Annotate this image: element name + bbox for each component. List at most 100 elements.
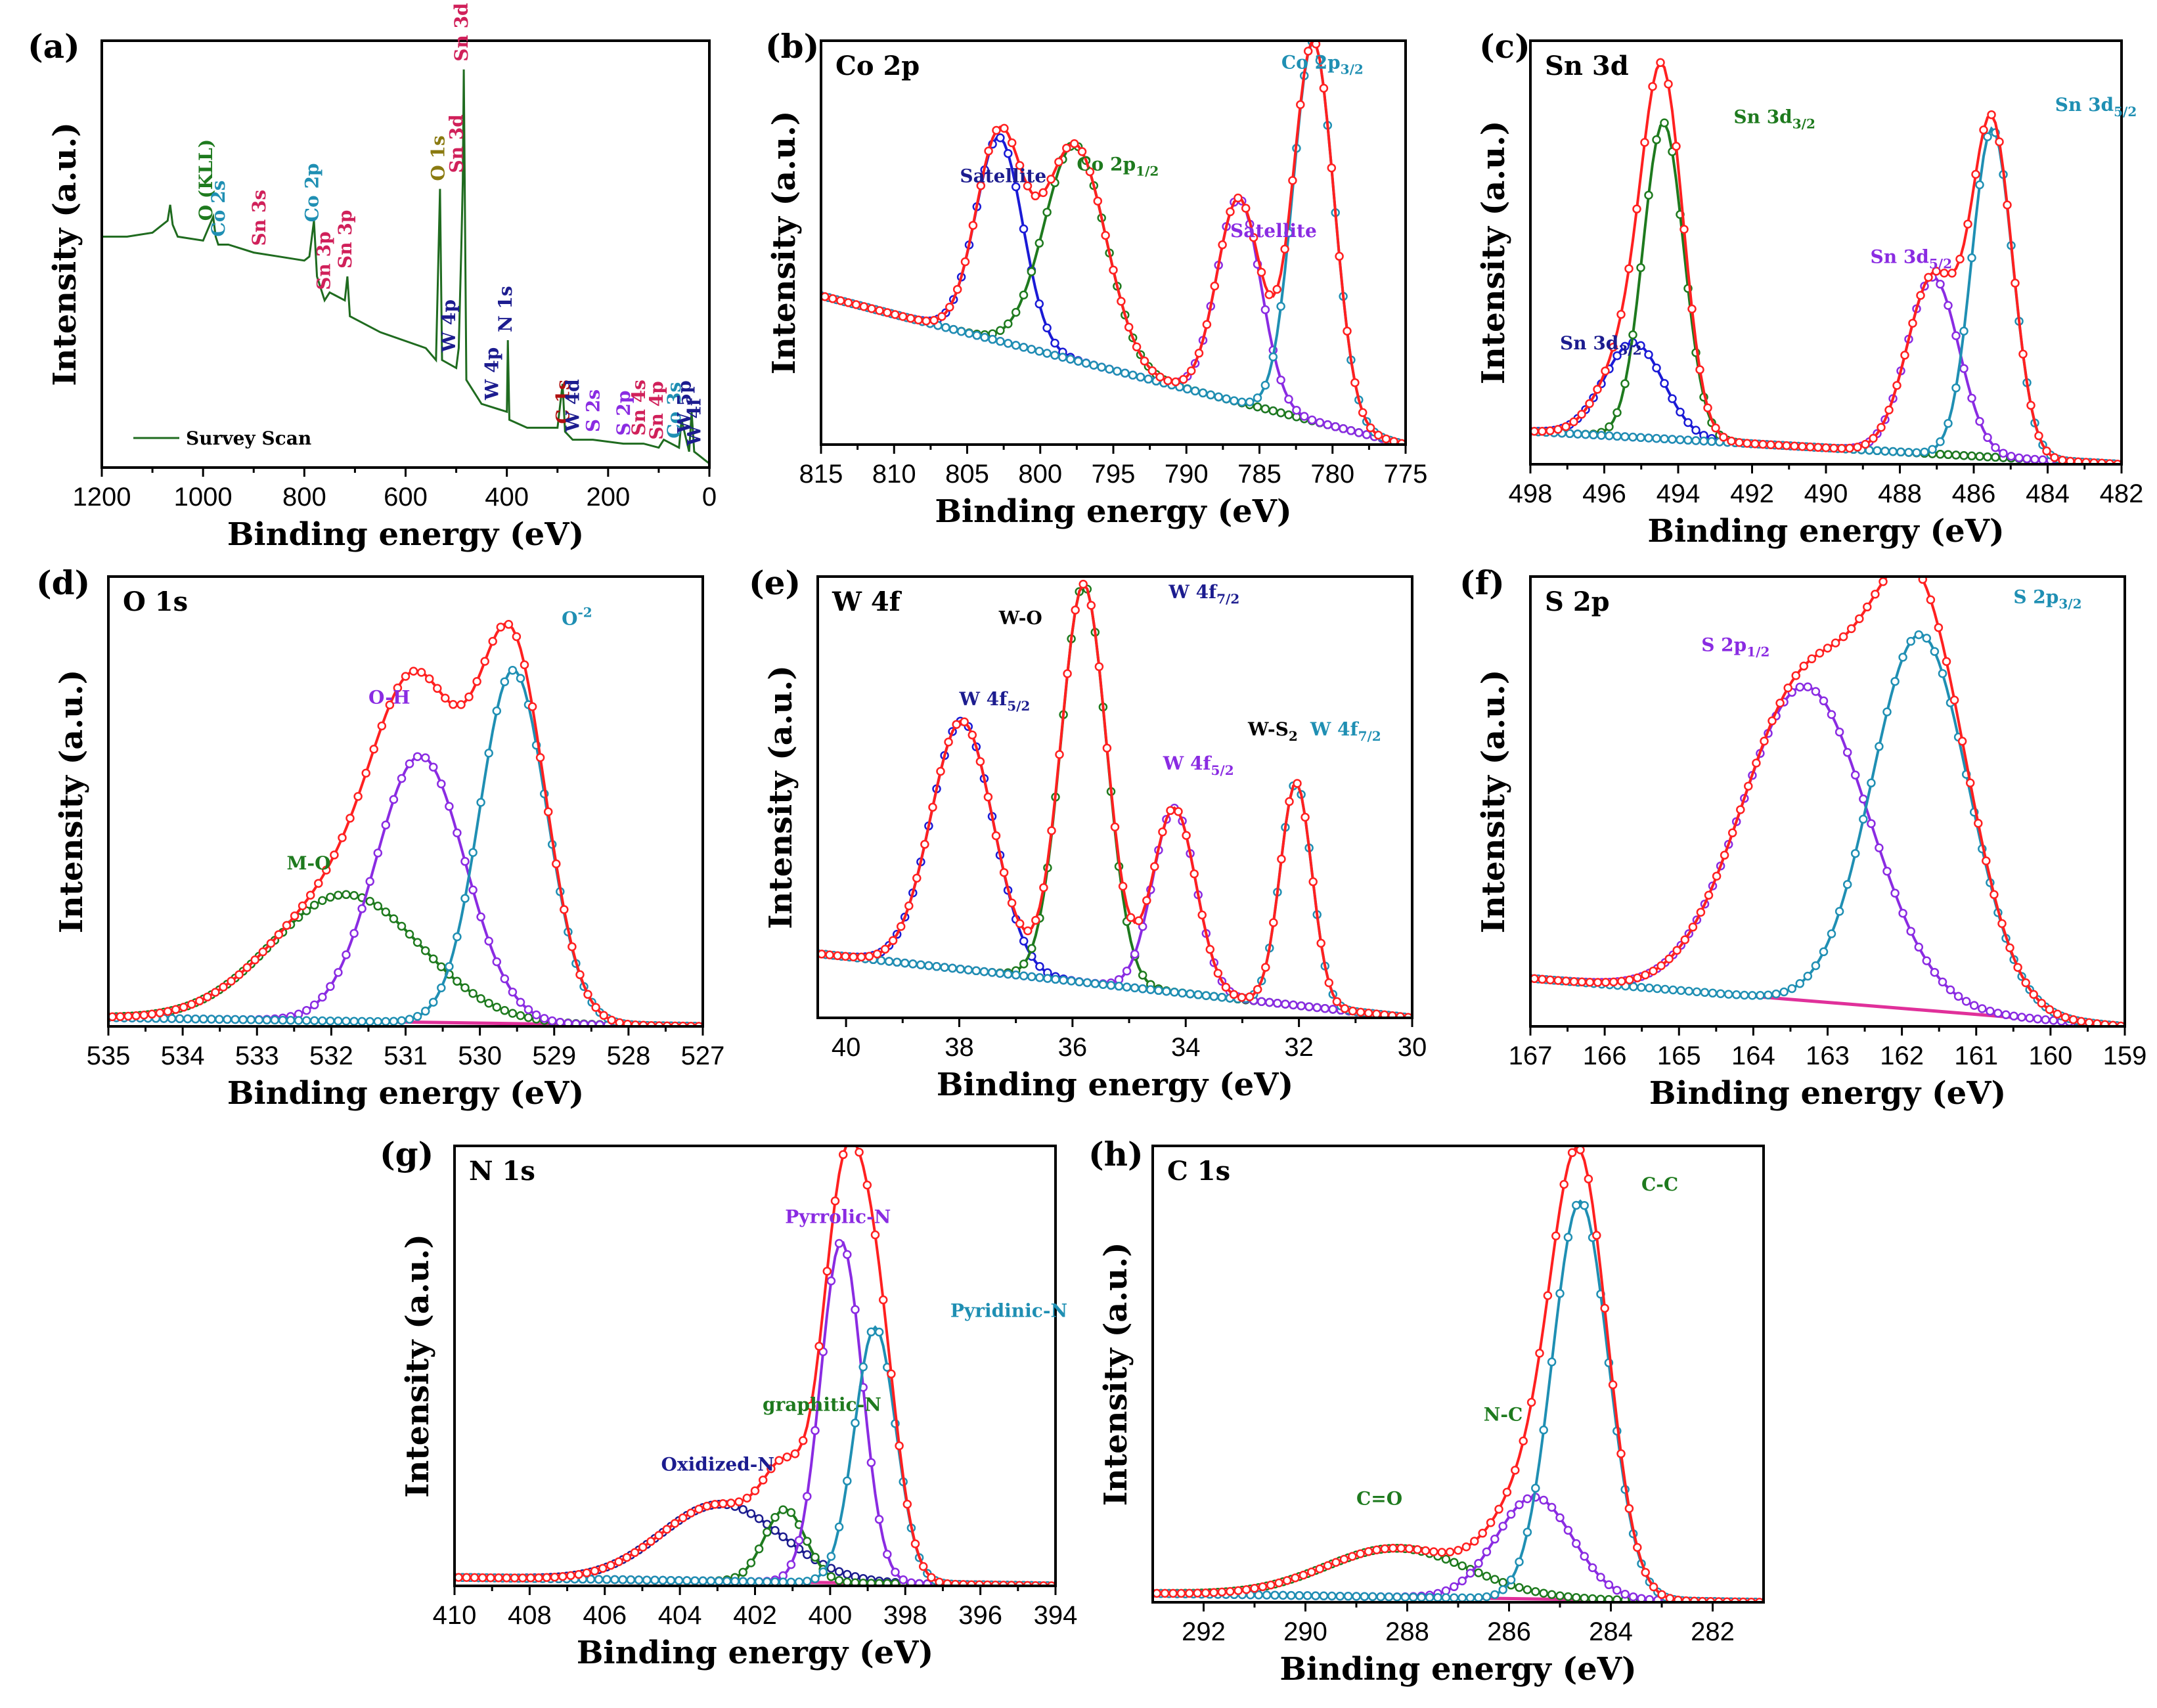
envelope-marker	[1249, 232, 1258, 242]
component-marker	[183, 1014, 192, 1024]
component-marker	[1482, 1592, 1492, 1601]
x-tick-label: 484	[2026, 479, 2070, 508]
component-marker	[1302, 1591, 1312, 1600]
envelope-marker	[1648, 81, 1657, 91]
envelope-marker	[1695, 365, 1704, 374]
component-marker	[318, 896, 327, 906]
component-marker	[1896, 447, 1905, 457]
component-marker	[1959, 326, 1968, 336]
envelope-marker	[2037, 998, 2047, 1008]
component-marker	[843, 1577, 852, 1585]
envelope-marker	[1869, 433, 1878, 443]
envelope-marker	[266, 938, 276, 948]
envelope-marker	[512, 632, 522, 642]
envelope-marker	[1124, 322, 1134, 332]
component-marker	[1563, 1592, 1573, 1601]
component-marker	[1376, 1592, 1385, 1601]
envelope-marker	[1316, 938, 1325, 948]
x-tick-label: 402	[733, 1601, 777, 1630]
envelope-marker	[999, 867, 1009, 877]
peak-label: Sn 3d3/2	[1560, 332, 1642, 358]
peak-label: W 4f7/2	[1310, 718, 1381, 744]
component-marker	[1620, 341, 1630, 351]
envelope-marker	[1863, 602, 1872, 612]
component-marker	[1276, 375, 1285, 385]
component-marker	[1731, 990, 1741, 999]
component-marker	[1605, 422, 1614, 431]
envelope-marker	[1791, 671, 1800, 680]
component-marker	[941, 322, 950, 332]
component-marker	[1292, 405, 1301, 415]
envelope-marker	[1790, 441, 1799, 451]
component-marker	[1961, 997, 1971, 1006]
component-marker	[1612, 431, 1622, 441]
envelope-marker	[1421, 1546, 1431, 1556]
component-marker	[1043, 974, 1052, 983]
component-marker	[1967, 393, 1976, 403]
component-marker	[492, 706, 502, 716]
component-marker	[900, 958, 910, 968]
envelope-marker	[1551, 1231, 1561, 1240]
envelope-marker	[1372, 1545, 1381, 1554]
envelope-marker	[1241, 1585, 1251, 1594]
envelope-marker	[1339, 1554, 1349, 1564]
component-marker	[1384, 1592, 1394, 1601]
envelope-marker	[543, 807, 553, 816]
component-marker	[500, 677, 510, 686]
component-marker	[1637, 1594, 1646, 1601]
component-marker	[420, 753, 430, 762]
envelope-marker	[1641, 970, 1650, 980]
envelope-marker	[424, 674, 434, 684]
component-marker	[1867, 819, 1876, 828]
component-marker	[1620, 379, 1630, 389]
component-marker	[666, 1575, 676, 1585]
envelope-marker	[1926, 595, 1936, 605]
component-marker	[1692, 987, 1702, 997]
component-marker	[1740, 990, 1749, 1000]
envelope-marker	[1047, 826, 1056, 835]
y-axis-label: Intensity (a.u.)	[766, 111, 803, 375]
envelope-marker	[1494, 1504, 1503, 1514]
component-marker	[1975, 180, 1984, 190]
envelope-marker	[1140, 357, 1149, 366]
component-marker	[342, 950, 351, 959]
component-marker	[763, 1577, 772, 1585]
envelope-marker	[1085, 167, 1095, 177]
component-marker	[1983, 132, 1992, 141]
envelope-marker	[1094, 662, 1104, 671]
envelope-marker	[470, 1573, 479, 1583]
envelope-marker	[1327, 163, 1337, 173]
component-marker	[309, 1000, 319, 1010]
envelope-marker	[833, 951, 842, 961]
component-marker	[770, 1577, 780, 1585]
component-marker	[1362, 430, 1371, 439]
envelope-marker	[1250, 1583, 1259, 1593]
x-axis-label: Binding energy (eV)	[227, 1075, 584, 1112]
component-marker	[826, 1572, 836, 1581]
component-marker	[1867, 778, 1876, 788]
peak-label: Pyridinic-N	[950, 1300, 1067, 1322]
envelope-marker	[1719, 433, 1728, 442]
component-marker	[874, 1515, 884, 1524]
envelope-marker	[494, 1573, 503, 1583]
component-marker	[995, 969, 1005, 978]
component-marker	[1604, 1594, 1614, 1601]
component-marker	[1676, 407, 1685, 417]
component-marker	[874, 1327, 884, 1337]
component-marker	[746, 1558, 756, 1567]
envelope-marker	[702, 1501, 712, 1511]
envelope-marker	[1735, 438, 1744, 447]
envelope-marker	[1877, 423, 1886, 432]
envelope-marker	[1093, 196, 1103, 206]
peak-label: Sn 3d5/2	[2055, 94, 2137, 120]
envelope-marker	[2108, 1020, 2118, 1025]
peak-annotation: W 4d	[562, 379, 584, 432]
envelope-marker	[726, 1499, 736, 1508]
envelope-marker	[819, 950, 826, 959]
component-marker	[1498, 1585, 1507, 1594]
envelope-marker	[1633, 1543, 1642, 1552]
envelope-marker	[1679, 225, 1689, 234]
x-tick-label: 1000	[174, 483, 233, 512]
envelope-marker	[2026, 401, 2035, 410]
component-marker	[1050, 338, 1059, 348]
